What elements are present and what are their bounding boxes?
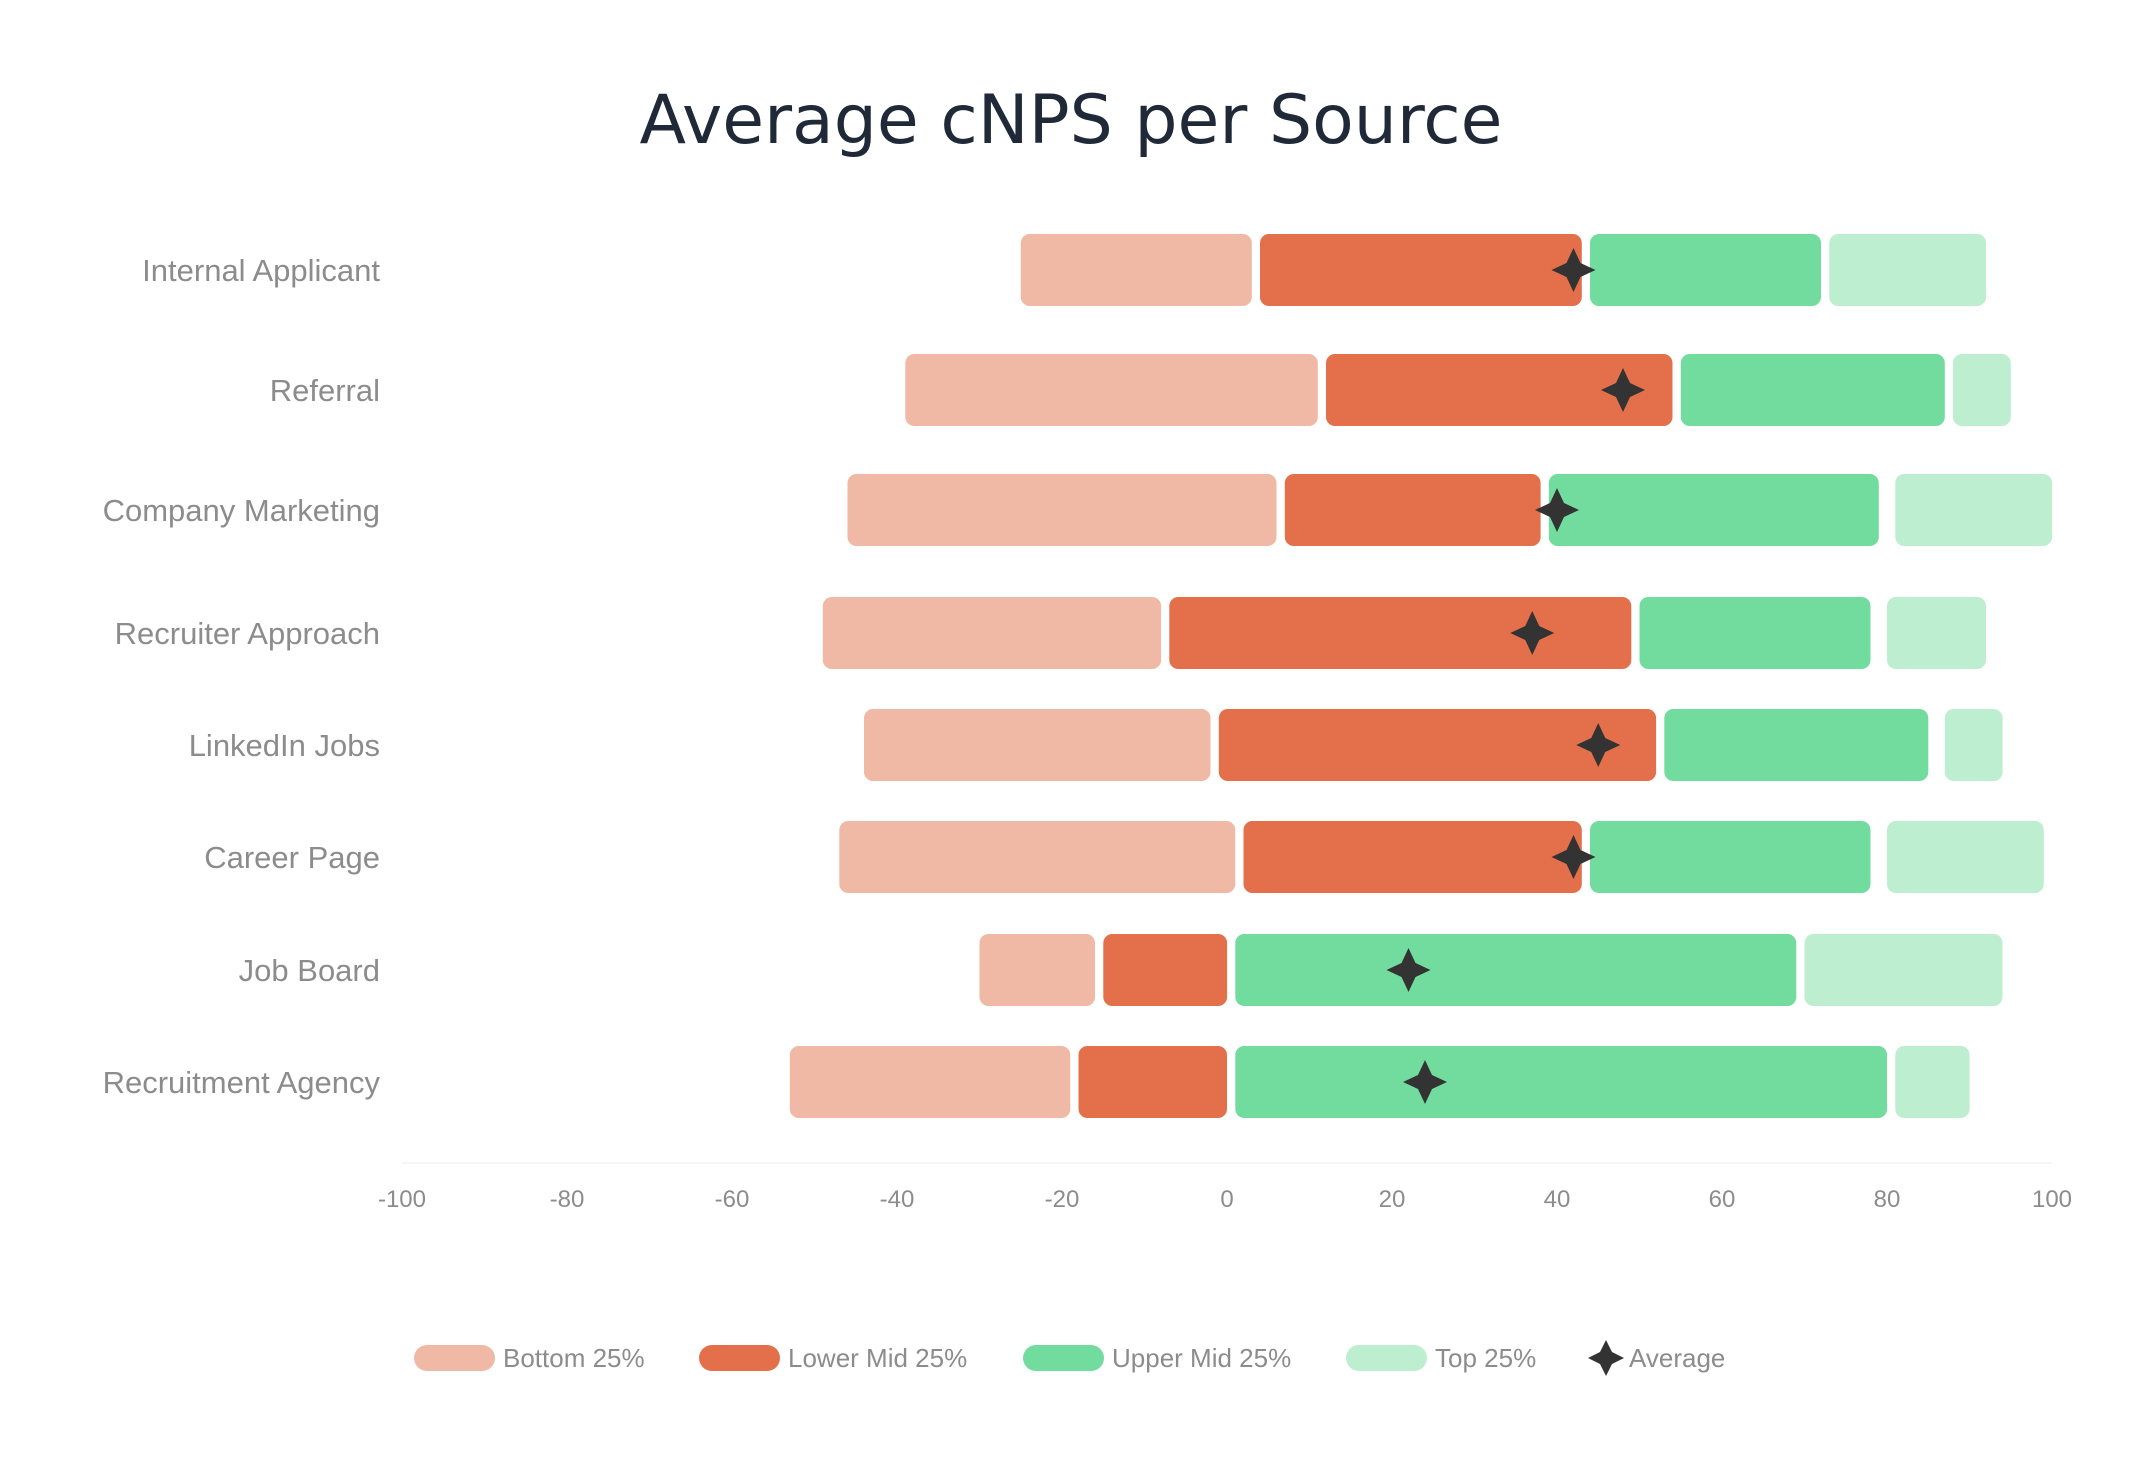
bar-upper-mid-25-company-marketing: [1548, 474, 1879, 546]
x-tick-label: -40: [880, 1186, 915, 1213]
category-label-career-page: Career Page: [204, 840, 380, 875]
bar-upper-mid-25-career-page: [1590, 821, 1871, 893]
bar-upper-mid-25-internal-applicant: [1590, 234, 1821, 306]
x-tick-label: -100: [378, 1186, 426, 1213]
bar-lower-mid-25-company-marketing: [1284, 474, 1541, 546]
bar-upper-mid-25-job-board: [1235, 934, 1797, 1006]
bar-bottom-25-internal-applicant: [1020, 234, 1252, 306]
average-marker-company-marketing: [1535, 488, 1579, 532]
category-label-recruitment-agency: Recruitment Agency: [103, 1065, 381, 1100]
x-axis-ticks: -100 -80 -60 -40 -20 0 20 40 60 80 100: [378, 1186, 2072, 1213]
bar-top-25-career-page: [1887, 821, 2044, 893]
bar-lower-mid-25-linkedin-jobs: [1218, 709, 1657, 781]
category-label-linkedin-jobs: LinkedIn Jobs: [189, 728, 380, 763]
bar-lower-mid-25-recruiter-approach: [1169, 597, 1632, 669]
x-tick-label: 60: [1709, 1186, 1736, 1213]
bar-upper-mid-25-recruitment-agency: [1235, 1046, 1888, 1118]
x-tick-label: 100: [2032, 1186, 2072, 1213]
legend-label-bottom-25: Bottom 25%: [503, 1343, 645, 1373]
category-label-referral: Referral: [270, 373, 380, 408]
bar-upper-mid-25-recruiter-approach: [1639, 597, 1871, 669]
legend-swatch-average: [1588, 1340, 1624, 1376]
bar-top-25-recruiter-approach: [1887, 597, 1986, 669]
legend-label-lower-mid-25: Lower Mid 25%: [788, 1343, 967, 1373]
bar-top-25-referral: [1953, 354, 2011, 426]
average-marker-internal-applicant: [1551, 248, 1596, 292]
bar-lower-mid-25-job-board: [1103, 934, 1228, 1006]
x-tick-label: 0: [1220, 1186, 1233, 1213]
x-tick-label: -80: [550, 1186, 585, 1213]
x-tick-label: 80: [1874, 1186, 1901, 1213]
average-markers: [1386, 248, 1645, 1104]
legend-label-top-25: Top 25%: [1435, 1343, 1536, 1373]
average-marker-job-board: [1386, 948, 1431, 992]
category-label-internal-applicant: Internal Applicant: [142, 253, 380, 288]
category-label-company-marketing: Company Marketing: [103, 493, 380, 528]
bar-group: [789, 234, 2053, 1118]
bar-bottom-25-recruiter-approach: [822, 597, 1162, 669]
average-marker-recruiter-approach: [1510, 611, 1555, 655]
legend-label-upper-mid-25: Upper Mid 25%: [1112, 1343, 1291, 1373]
chart-title: Average cNPS per Source: [639, 81, 1502, 160]
average-marker-career-page: [1551, 835, 1596, 879]
bar-top-25-internal-applicant: [1829, 234, 1987, 306]
bar-top-25-job-board: [1804, 934, 2003, 1006]
legend-label-average: Average: [1629, 1343, 1725, 1373]
bar-lower-mid-25-career-page: [1243, 821, 1582, 893]
bar-top-25-linkedin-jobs: [1944, 709, 2003, 781]
bar-bottom-25-job-board: [979, 934, 1095, 1006]
x-tick-label: -20: [1045, 1186, 1080, 1213]
legend-swatch-upper-mid-25: [1023, 1345, 1104, 1371]
bar-bottom-25-referral: [905, 354, 1318, 426]
legend-swatch-top-25: [1346, 1345, 1427, 1371]
bar-upper-mid-25-referral: [1680, 354, 1945, 426]
bar-bottom-25-linkedin-jobs: [864, 709, 1211, 781]
bar-lower-mid-25-internal-applicant: [1260, 234, 1582, 306]
x-tick-label: 40: [1544, 1186, 1571, 1213]
category-labels: Internal Applicant Referral Company Market…: [103, 253, 381, 1100]
bar-lower-mid-25-referral: [1326, 354, 1673, 426]
bar-bottom-25-career-page: [839, 821, 1236, 893]
average-marker-recruitment-agency: [1403, 1060, 1447, 1104]
category-label-job-board: Job Board: [239, 953, 380, 988]
average-marker-linkedin-jobs: [1576, 723, 1621, 767]
bar-top-25-company-marketing: [1895, 474, 2053, 546]
average-marker-referral: [1601, 368, 1645, 412]
x-tick-label: -60: [715, 1186, 750, 1213]
legend-swatch-bottom-25: [414, 1345, 495, 1371]
category-label-recruiter-approach: Recruiter Approach: [115, 616, 380, 651]
bar-lower-mid-25-recruitment-agency: [1078, 1046, 1227, 1118]
bar-top-25-recruitment-agency: [1895, 1046, 1970, 1118]
bar-upper-mid-25-linkedin-jobs: [1664, 709, 1929, 781]
legend-swatch-lower-mid-25: [699, 1345, 780, 1371]
bar-bottom-25-company-marketing: [847, 474, 1277, 546]
bar-bottom-25-recruitment-agency: [789, 1046, 1071, 1118]
legend: Bottom 25% Lower Mid 25% Upper Mid 25% Top …: [414, 1340, 1725, 1376]
x-tick-label: 20: [1379, 1186, 1406, 1213]
